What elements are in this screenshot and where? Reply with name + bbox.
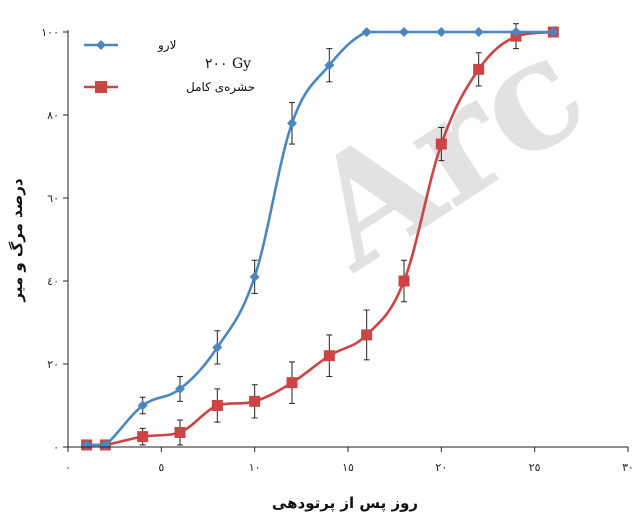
legend-entry-adult: حشره‌ی کامل <box>84 80 255 95</box>
y-tick-label: ١٠٠ <box>41 26 59 39</box>
legend-entry-larva: لارو <box>84 38 176 53</box>
legend-marker-larva <box>96 40 106 50</box>
data-point <box>249 395 261 407</box>
dose-annotation: ٢٠٠ Gy <box>205 56 251 72</box>
watermark: Arc <box>276 0 614 304</box>
legend-label-larva: لارو <box>157 38 176 53</box>
data-point <box>361 27 372 37</box>
x-tick-label: ٥ <box>158 461 164 474</box>
y-axis-title: درصد مرگ و میر <box>8 178 26 303</box>
data-point <box>249 271 260 282</box>
y-tick-label: ٦٠ <box>47 192 59 205</box>
data-point <box>137 400 148 411</box>
data-point <box>435 138 447 150</box>
data-point <box>175 383 185 394</box>
data-point <box>436 27 447 37</box>
legend: لارو حشره‌ی کامل <box>84 38 255 95</box>
y-ticks: ٠ ٢٠ ٤٠ ٦٠ ٨٠ ١٠٠ <box>41 26 68 454</box>
data-point <box>286 377 298 389</box>
y-tick-label: ٨٠ <box>47 109 59 122</box>
data-point <box>398 275 410 287</box>
legend-marker-adult <box>95 81 107 93</box>
legend-label-adult: حشره‌ی کامل <box>186 80 255 95</box>
x-tick-label: ٢٠ <box>435 461 447 474</box>
data-point <box>473 63 485 75</box>
plot-area <box>81 23 559 451</box>
data-point <box>137 431 149 443</box>
x-tick-label: ٠ <box>65 461 71 474</box>
data-point <box>211 400 223 411</box>
data-point <box>548 27 559 37</box>
x-tick-label: ٢٥ <box>529 461 541 474</box>
data-point <box>473 27 484 37</box>
x-tick-label: ٣٠ <box>622 461 633 474</box>
x-tick-label: ١٠ <box>249 461 261 474</box>
x-axis-title: روز پس از پرتودهی <box>272 494 418 513</box>
data-point <box>324 60 335 71</box>
data-point <box>361 329 373 341</box>
y-tick-label: ٠ <box>53 441 59 454</box>
data-point <box>287 118 297 129</box>
data-point <box>399 27 409 37</box>
series-adult <box>81 23 559 451</box>
data-point <box>174 426 186 438</box>
data-point <box>212 342 223 353</box>
x-ticks: ٠ ٥ ١٠ ١٥ ٢٠ ٢٥ ٣٠ <box>65 447 633 474</box>
x-tick-label: ١٥ <box>342 461 354 474</box>
y-tick-label: ٢٠ <box>47 358 59 371</box>
data-point <box>323 350 335 362</box>
series-line <box>86 30 554 447</box>
data-point <box>511 27 521 37</box>
y-tick-label: ٤٠ <box>47 275 59 288</box>
